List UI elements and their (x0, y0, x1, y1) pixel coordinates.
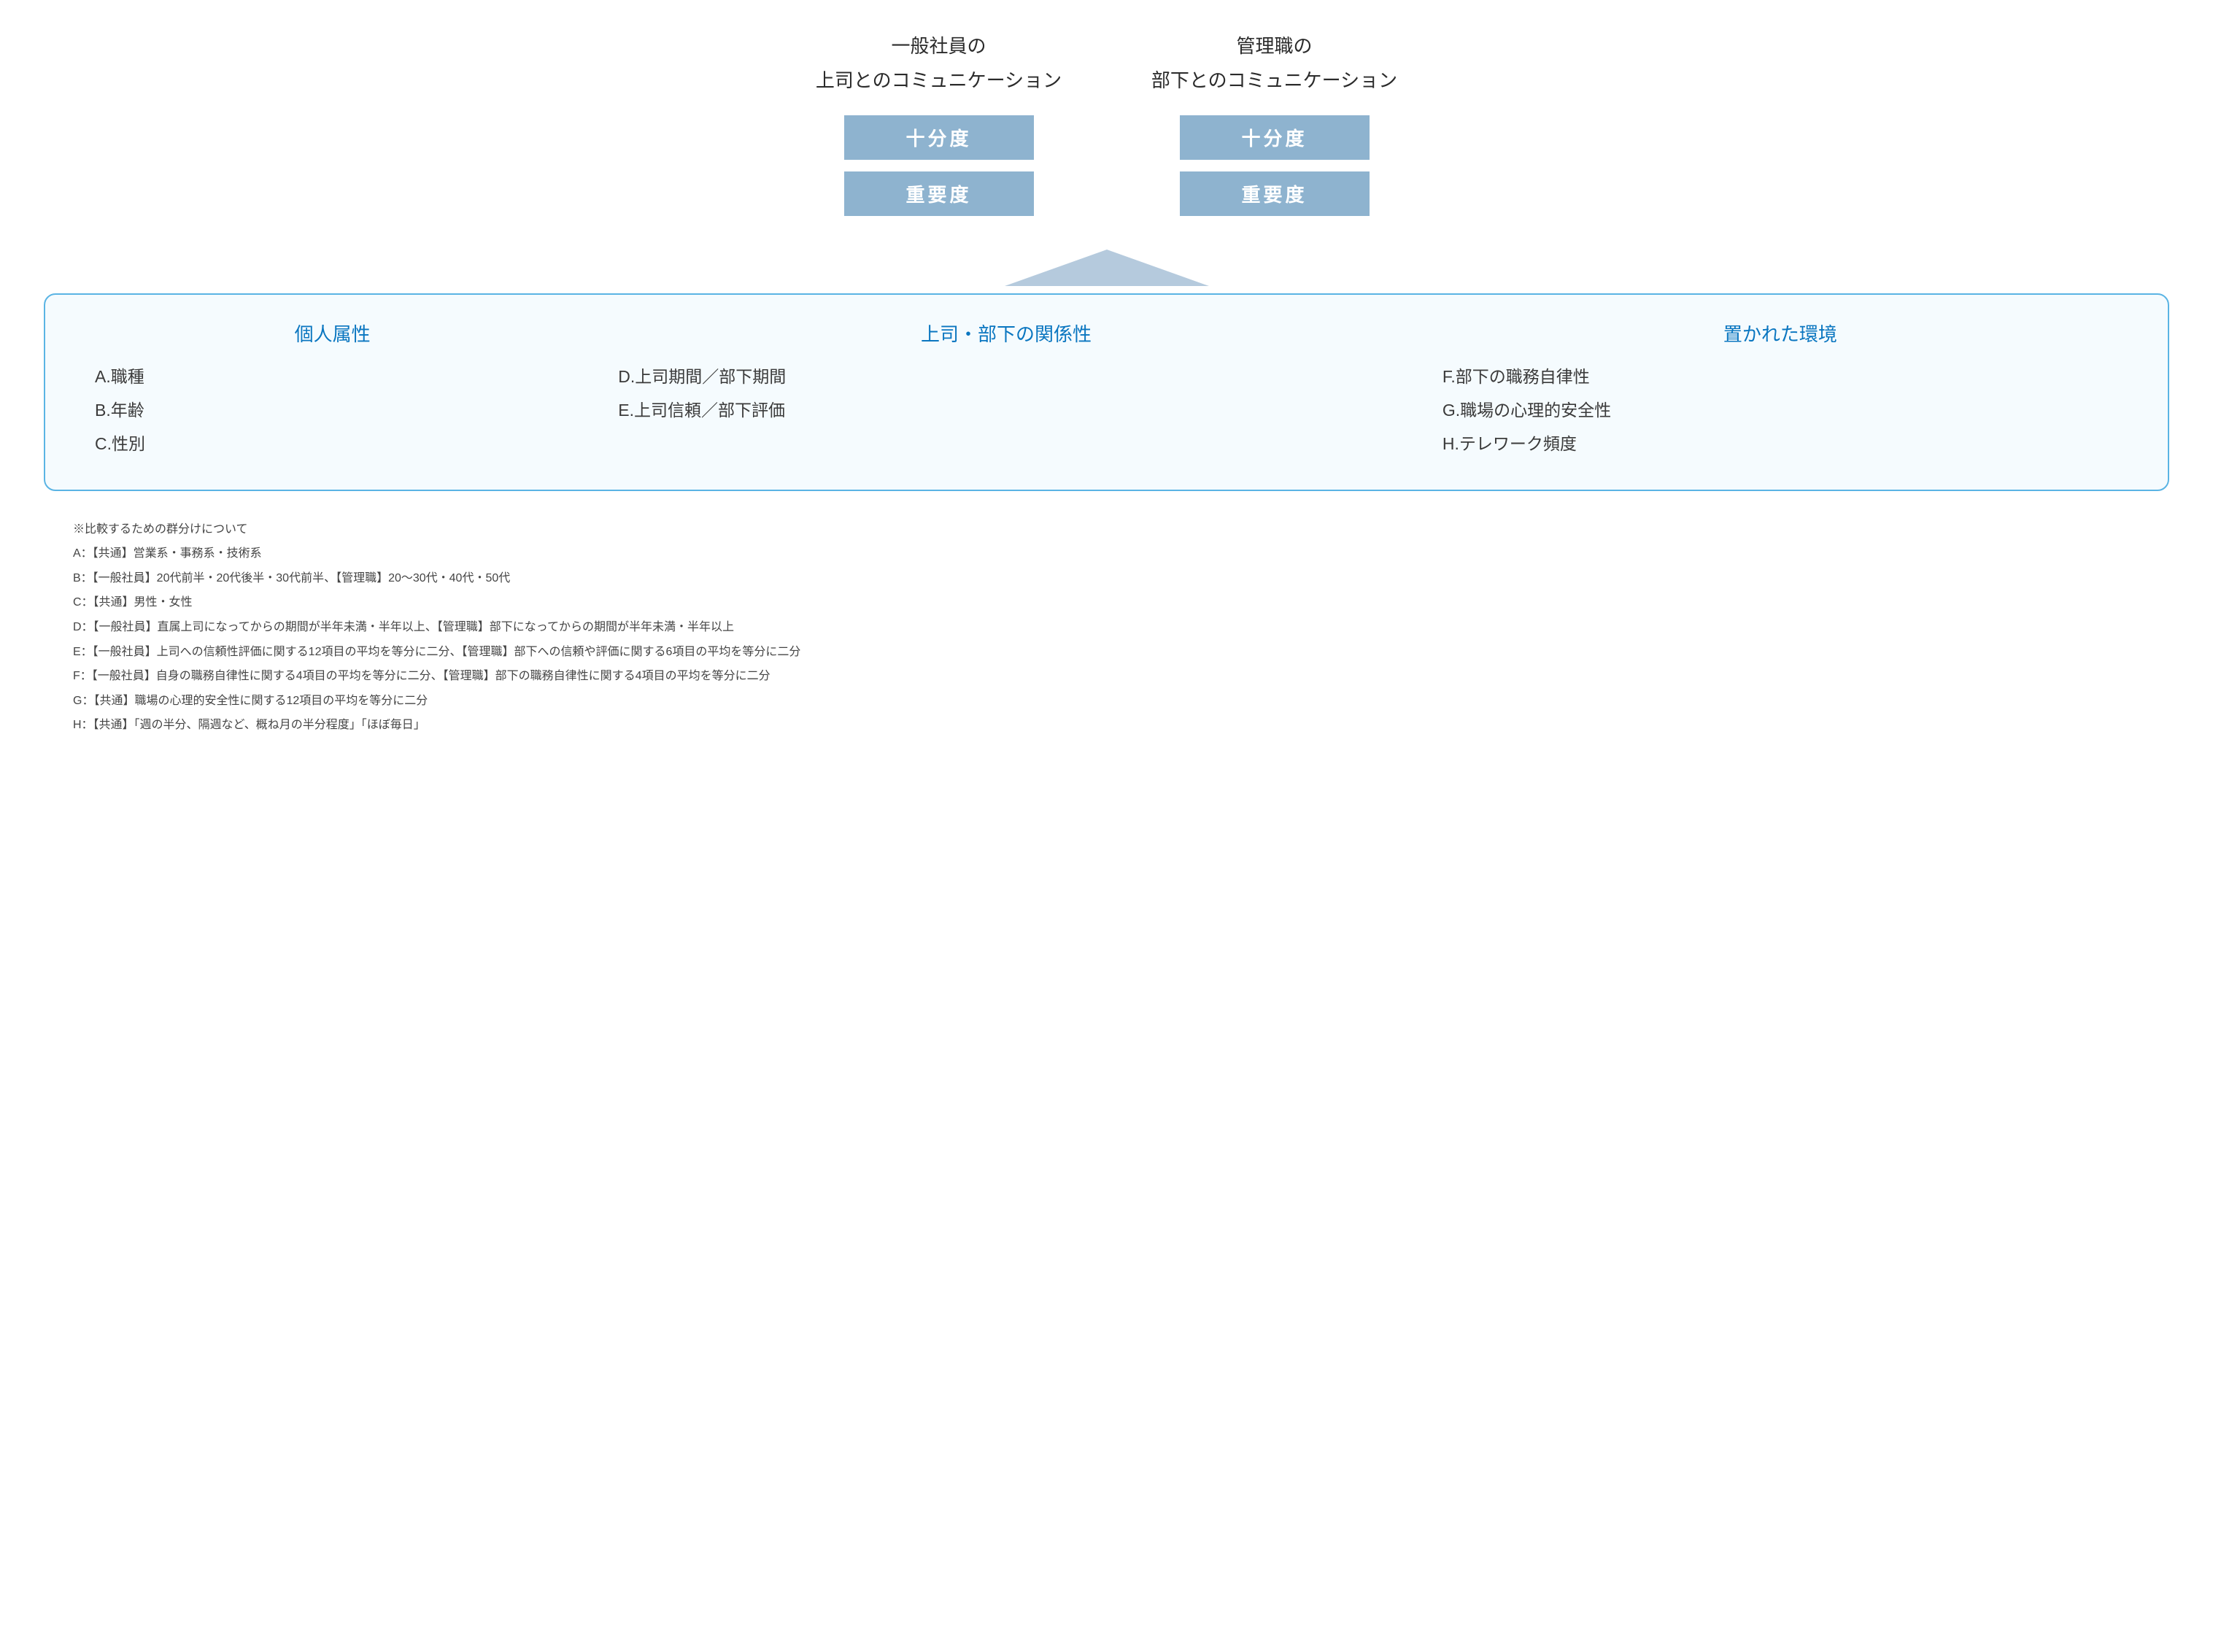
note-line: H：【共通】「週の半分、隔週など、概ね月の半分程度」「ほぼ毎日」 (73, 713, 2140, 738)
top-columns: 一般社員の 上司とのコミュニケーション 十分度 重要度 管理職の 部下とのコミュ… (44, 29, 2169, 228)
factor-item: H.テレワーク頻度 (1429, 427, 2131, 460)
left-metric-sufficiency: 十分度 (844, 115, 1034, 160)
factor-item: E.上司信頼／部下評価 (605, 393, 1407, 427)
factors-panel: 個人属性 A.職種 B.年齢 C.性別 上司・部下の関係性 D.上司期間／部下期… (44, 293, 2169, 491)
note-line: G：【共通】職場の心理的安全性に関する12項目の平均を等分に二分 (73, 689, 2140, 714)
factor-col-environment: 置かれた環境 F.部下の職務自律性 G.職場の心理的安全性 H.テレワーク頻度 (1429, 320, 2131, 460)
factor-item: C.性別 (82, 427, 583, 460)
notes-section: ※比較するための群分けについて A：【共通】営業系・事務系・技術系 B：【一般社… (44, 517, 2169, 738)
factor-title-environment: 置かれた環境 (1429, 320, 2131, 347)
factor-item: B.年齢 (82, 393, 583, 427)
note-line: A：【共通】営業系・事務系・技術系 (73, 541, 2140, 566)
arrow-up (44, 250, 2169, 286)
factor-item: A.職種 (82, 360, 583, 393)
factor-title-relation: 上司・部下の関係性 (605, 320, 1407, 347)
right-metric-sufficiency: 十分度 (1180, 115, 1370, 160)
note-line: E：【一般社員】上司への信頼性評価に関する12項目の平均を等分に二分、【管理職】… (73, 640, 2140, 665)
left-metric-importance: 重要度 (844, 171, 1034, 216)
right-title: 管理職の 部下とのコミュニケーション (1151, 29, 1397, 98)
note-line: F：【一般社員】自身の職務自律性に関する4項目の平均を等分に二分、【管理職】部下… (73, 664, 2140, 689)
right-column: 管理職の 部下とのコミュニケーション 十分度 重要度 (1136, 29, 1413, 228)
factor-col-relation: 上司・部下の関係性 D.上司期間／部下期間 E.上司信頼／部下評価 (605, 320, 1407, 460)
left-title-line1: 一般社員の (891, 35, 986, 57)
factor-col-personal: 個人属性 A.職種 B.年齢 C.性別 (82, 320, 583, 460)
right-title-line2: 部下とのコミュニケーション (1151, 69, 1397, 91)
left-column: 一般社員の 上司とのコミュニケーション 十分度 重要度 (800, 29, 1078, 228)
factor-item: D.上司期間／部下期間 (605, 360, 1407, 393)
right-title-line1: 管理職の (1236, 35, 1312, 57)
factor-item: F.部下の職務自律性 (1429, 360, 2131, 393)
triangle-icon (1005, 250, 1209, 286)
note-line: C：【共通】男性・女性 (73, 590, 2140, 615)
note-line: B：【一般社員】20代前半・20代後半・30代前半、【管理職】20〜30代・40… (73, 566, 2140, 591)
left-title-line2: 上司とのコミュニケーション (816, 69, 1062, 91)
note-line: D：【一般社員】直属上司になってからの期間が半年未満・半年以上、【管理職】部下に… (73, 615, 2140, 640)
notes-header: ※比較するための群分けについて (73, 517, 2140, 542)
factor-title-personal: 個人属性 (82, 320, 583, 347)
right-metric-importance: 重要度 (1180, 171, 1370, 216)
left-title: 一般社員の 上司とのコミュニケーション (816, 29, 1062, 98)
factor-item: G.職場の心理的安全性 (1429, 393, 2131, 427)
